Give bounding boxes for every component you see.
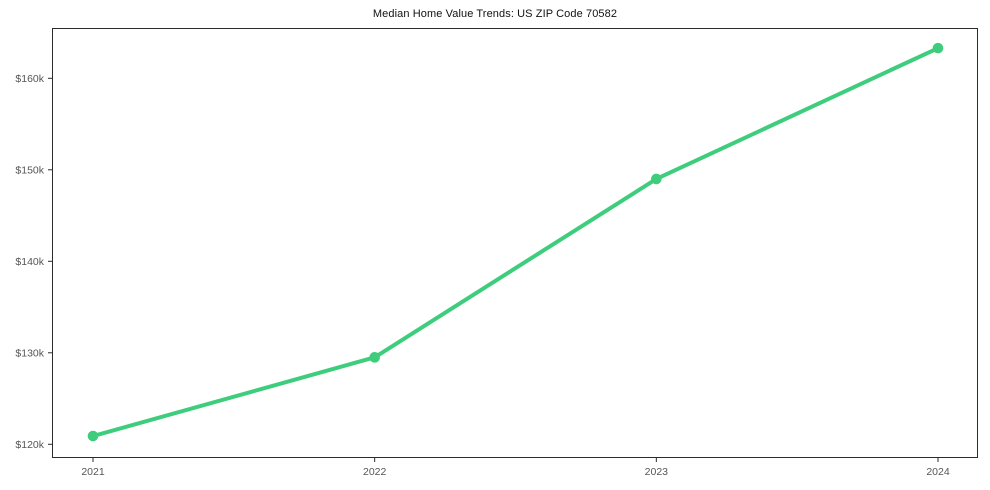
data-point bbox=[369, 352, 380, 363]
line-series bbox=[91, 46, 940, 439]
data-point bbox=[87, 430, 99, 442]
data-point bbox=[651, 173, 662, 185]
x-axis-tick-label: 2023 bbox=[645, 466, 669, 478]
chart-title: Median Home Value Trends: US ZIP Code 70… bbox=[372, 8, 618, 20]
y-axis-tick-label: $150k bbox=[15, 164, 44, 176]
x-axis-tick-label: 2024 bbox=[926, 466, 950, 478]
x-axis-tick-label: 2021 bbox=[81, 466, 105, 478]
plot-frame bbox=[52, 28, 978, 458]
x-axis-tick-label: 2022 bbox=[363, 466, 387, 478]
y-axis-tick-label: $120k bbox=[15, 439, 44, 451]
data-point bbox=[932, 42, 944, 54]
y-axis-tick-label: $140k bbox=[15, 256, 44, 268]
y-axis-tick-label: $160k bbox=[15, 73, 44, 85]
y-axis-tick-label: $130k bbox=[15, 347, 44, 359]
